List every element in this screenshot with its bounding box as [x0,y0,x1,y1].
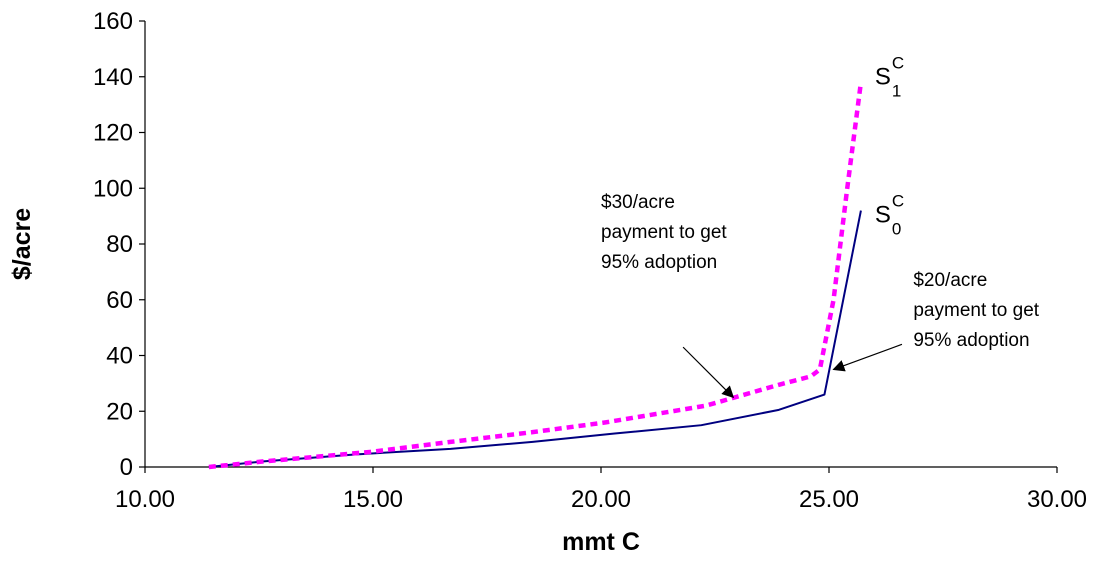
series-line-s1 [208,82,864,470]
x-tick-label: 15.00 [343,486,403,513]
y-tick-label: 60 [106,287,133,314]
x-tick-label: 20.00 [571,486,631,513]
series-label-sub-s1: 1 [892,81,901,100]
series-label-s0: S [875,202,891,229]
x-tick-label: 25.00 [799,486,859,513]
y-axis-title: $/acre [8,208,36,280]
annotation-a30-line: $30/acre [601,192,675,213]
x-tick-label: 30.00 [1027,486,1087,513]
y-tick-label: 80 [106,231,133,258]
axes: 0 20 40 60 80 100 120 140 160 10.00 15.00 20.00 25.0… [93,8,1087,513]
series-label-sup-s1: C [892,53,904,72]
y-tick-label: 100 [93,175,133,202]
annotation-arrow-a30 [682,346,735,399]
y-tick-label: 160 [93,8,133,35]
annotation-a20-line: $20/acre [913,270,987,291]
annotations: $30/acre payment to get 95% adoption $20/ac… [601,192,1040,399]
annotation-a30-line: 95% adoption [601,252,717,273]
annotation-a20-line: 95% adoption [913,330,1029,351]
y-tick-label: 120 [93,120,133,147]
series-label-sup-s0: C [892,192,904,211]
series-line-s0 [208,210,862,468]
y-tick-label: 140 [93,64,133,91]
annotation-a30-line: payment to get [601,222,727,243]
y-tick-label: 20 [106,398,133,425]
annotation-a20-line: payment to get [913,300,1039,321]
x-axis-title: mmt C [562,528,640,556]
y-tick-label: 0 [120,454,133,481]
series-label-sub-s0: 0 [892,220,901,239]
x-tick-label: 10.00 [115,486,175,513]
series-label-s1: S [875,63,891,90]
y-tick-label: 40 [106,343,133,370]
annotation-arrow-a20 [832,343,903,372]
